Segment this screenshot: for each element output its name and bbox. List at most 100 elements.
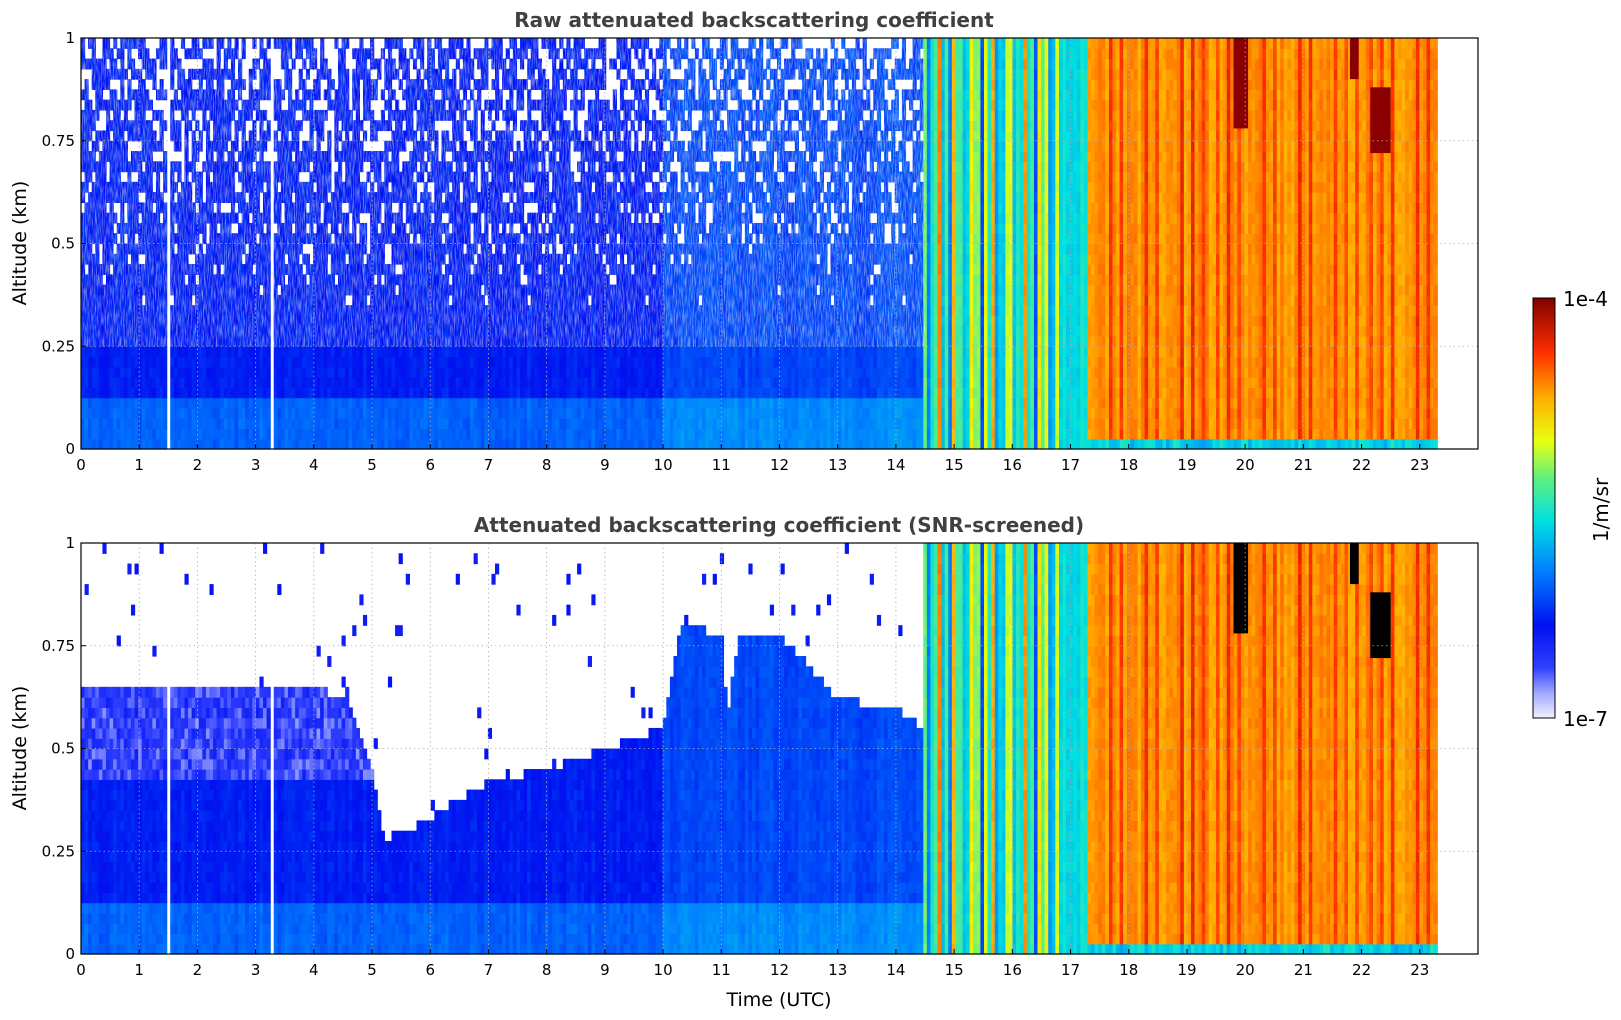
heatmap-cell	[345, 428, 350, 440]
heatmap-cell	[605, 346, 610, 358]
heatmap-cell	[591, 428, 596, 440]
heatmap-cell	[238, 366, 243, 378]
heatmap-cell	[373, 356, 378, 368]
heatmap-cell	[320, 377, 325, 388]
heatmap-cell	[152, 397, 157, 409]
heatmap-cell	[512, 397, 518, 409]
heatmap-cell	[541, 377, 546, 388]
heatmap-cell	[320, 418, 325, 430]
heatmap-cell	[191, 428, 196, 440]
heatmap-cell	[173, 438, 178, 450]
heatmap-cell	[113, 438, 118, 450]
heatmap-cell	[109, 377, 114, 388]
heatmap-cell	[323, 407, 328, 419]
heatmap-cell	[341, 346, 346, 358]
heatmap-cell	[334, 418, 339, 430]
heatmap-cell	[120, 356, 125, 368]
heatmap-cell	[177, 438, 182, 450]
heatmap-cell	[127, 438, 132, 450]
heatmap-cell	[348, 428, 353, 440]
heatmap-cell	[352, 387, 357, 399]
heatmap-cell	[445, 438, 450, 450]
heatmap-cell	[320, 366, 325, 378]
heatmap-cell	[591, 366, 596, 378]
heatmap-cell	[420, 346, 425, 358]
heatmap-cell	[384, 356, 389, 368]
heatmap-cell	[259, 438, 264, 450]
heatmap-cell	[548, 387, 553, 399]
heatmap-cell	[605, 428, 610, 440]
heatmap-cell	[148, 407, 153, 419]
heatmap-cell	[609, 407, 614, 419]
heatmap-cell	[241, 397, 246, 409]
heatmap-cell	[591, 397, 596, 409]
heatmap-cell	[441, 377, 446, 388]
heatmap-cell	[366, 428, 371, 440]
heatmap-cell	[220, 356, 225, 368]
heatmap-cell	[387, 418, 393, 430]
heatmap-cell	[213, 428, 218, 440]
heatmap-cell	[445, 346, 450, 358]
heatmap-cell	[91, 346, 96, 358]
heatmap-cell	[312, 397, 318, 409]
heatmap-cell	[366, 377, 371, 388]
heatmap-cell	[123, 366, 128, 378]
heatmap-cell	[609, 387, 614, 399]
heatmap-cell	[291, 407, 296, 419]
heatmap-cell	[109, 387, 114, 399]
heatmap-cell	[362, 356, 368, 368]
heatmap-cell	[512, 346, 518, 358]
heatmap-cell	[544, 418, 550, 430]
heatmap-cell	[480, 366, 485, 378]
heatmap-cell	[266, 428, 271, 440]
heatmap-cell	[441, 366, 446, 378]
heatmap-cell	[534, 438, 539, 450]
heatmap-cell	[544, 387, 550, 399]
heatmap-cell	[252, 377, 257, 388]
heatmap-cell	[480, 377, 485, 388]
heatmap-cell	[173, 346, 178, 358]
heatmap-cell	[191, 418, 196, 430]
heatmap-cell	[230, 346, 236, 358]
heatmap-cell	[377, 387, 382, 399]
heatmap-cell	[245, 377, 250, 388]
heatmap-cell	[495, 418, 500, 430]
heatmap-cell	[280, 366, 286, 378]
heatmap-cell	[280, 377, 286, 388]
heatmap-cell	[598, 346, 603, 358]
heatmap-cell	[448, 397, 453, 409]
heatmap-cell	[120, 407, 125, 419]
heatmap-cell	[359, 397, 364, 409]
heatmap-cell	[188, 366, 193, 378]
heatmap-cell	[584, 387, 589, 399]
heatmap-cell	[587, 377, 592, 388]
heatmap-cell	[441, 418, 446, 430]
heatmap-cell	[455, 346, 460, 358]
heatmap-cell	[594, 377, 600, 388]
heatmap-cell	[412, 438, 418, 450]
heatmap-cell	[170, 346, 175, 358]
heatmap-cell	[523, 377, 528, 388]
heatmap-cell	[98, 346, 104, 358]
heatmap-cell	[520, 397, 525, 409]
heatmap-cell	[537, 387, 543, 399]
heatmap-cell	[452, 428, 457, 440]
heatmap-cell	[373, 397, 378, 409]
heatmap-cell	[448, 377, 453, 388]
heatmap-cell	[88, 397, 93, 409]
heatmap-cell	[509, 346, 514, 358]
heatmap-cell	[584, 366, 589, 378]
heatmap-cell	[373, 366, 378, 378]
heatmap-cell	[602, 418, 607, 430]
heatmap-cell	[330, 366, 336, 378]
heatmap-cell	[341, 438, 346, 450]
heatmap-cell	[395, 397, 400, 409]
heatmap-cell	[273, 346, 278, 358]
heatmap-cell	[273, 366, 278, 378]
heatmap-cell	[509, 377, 514, 388]
heatmap-cell	[105, 397, 111, 409]
heatmap-cell	[113, 418, 118, 430]
heatmap-cell	[602, 377, 607, 388]
heatmap-cell	[123, 418, 128, 430]
panel-title: Raw attenuated backscattering coefficien…	[514, 8, 994, 32]
